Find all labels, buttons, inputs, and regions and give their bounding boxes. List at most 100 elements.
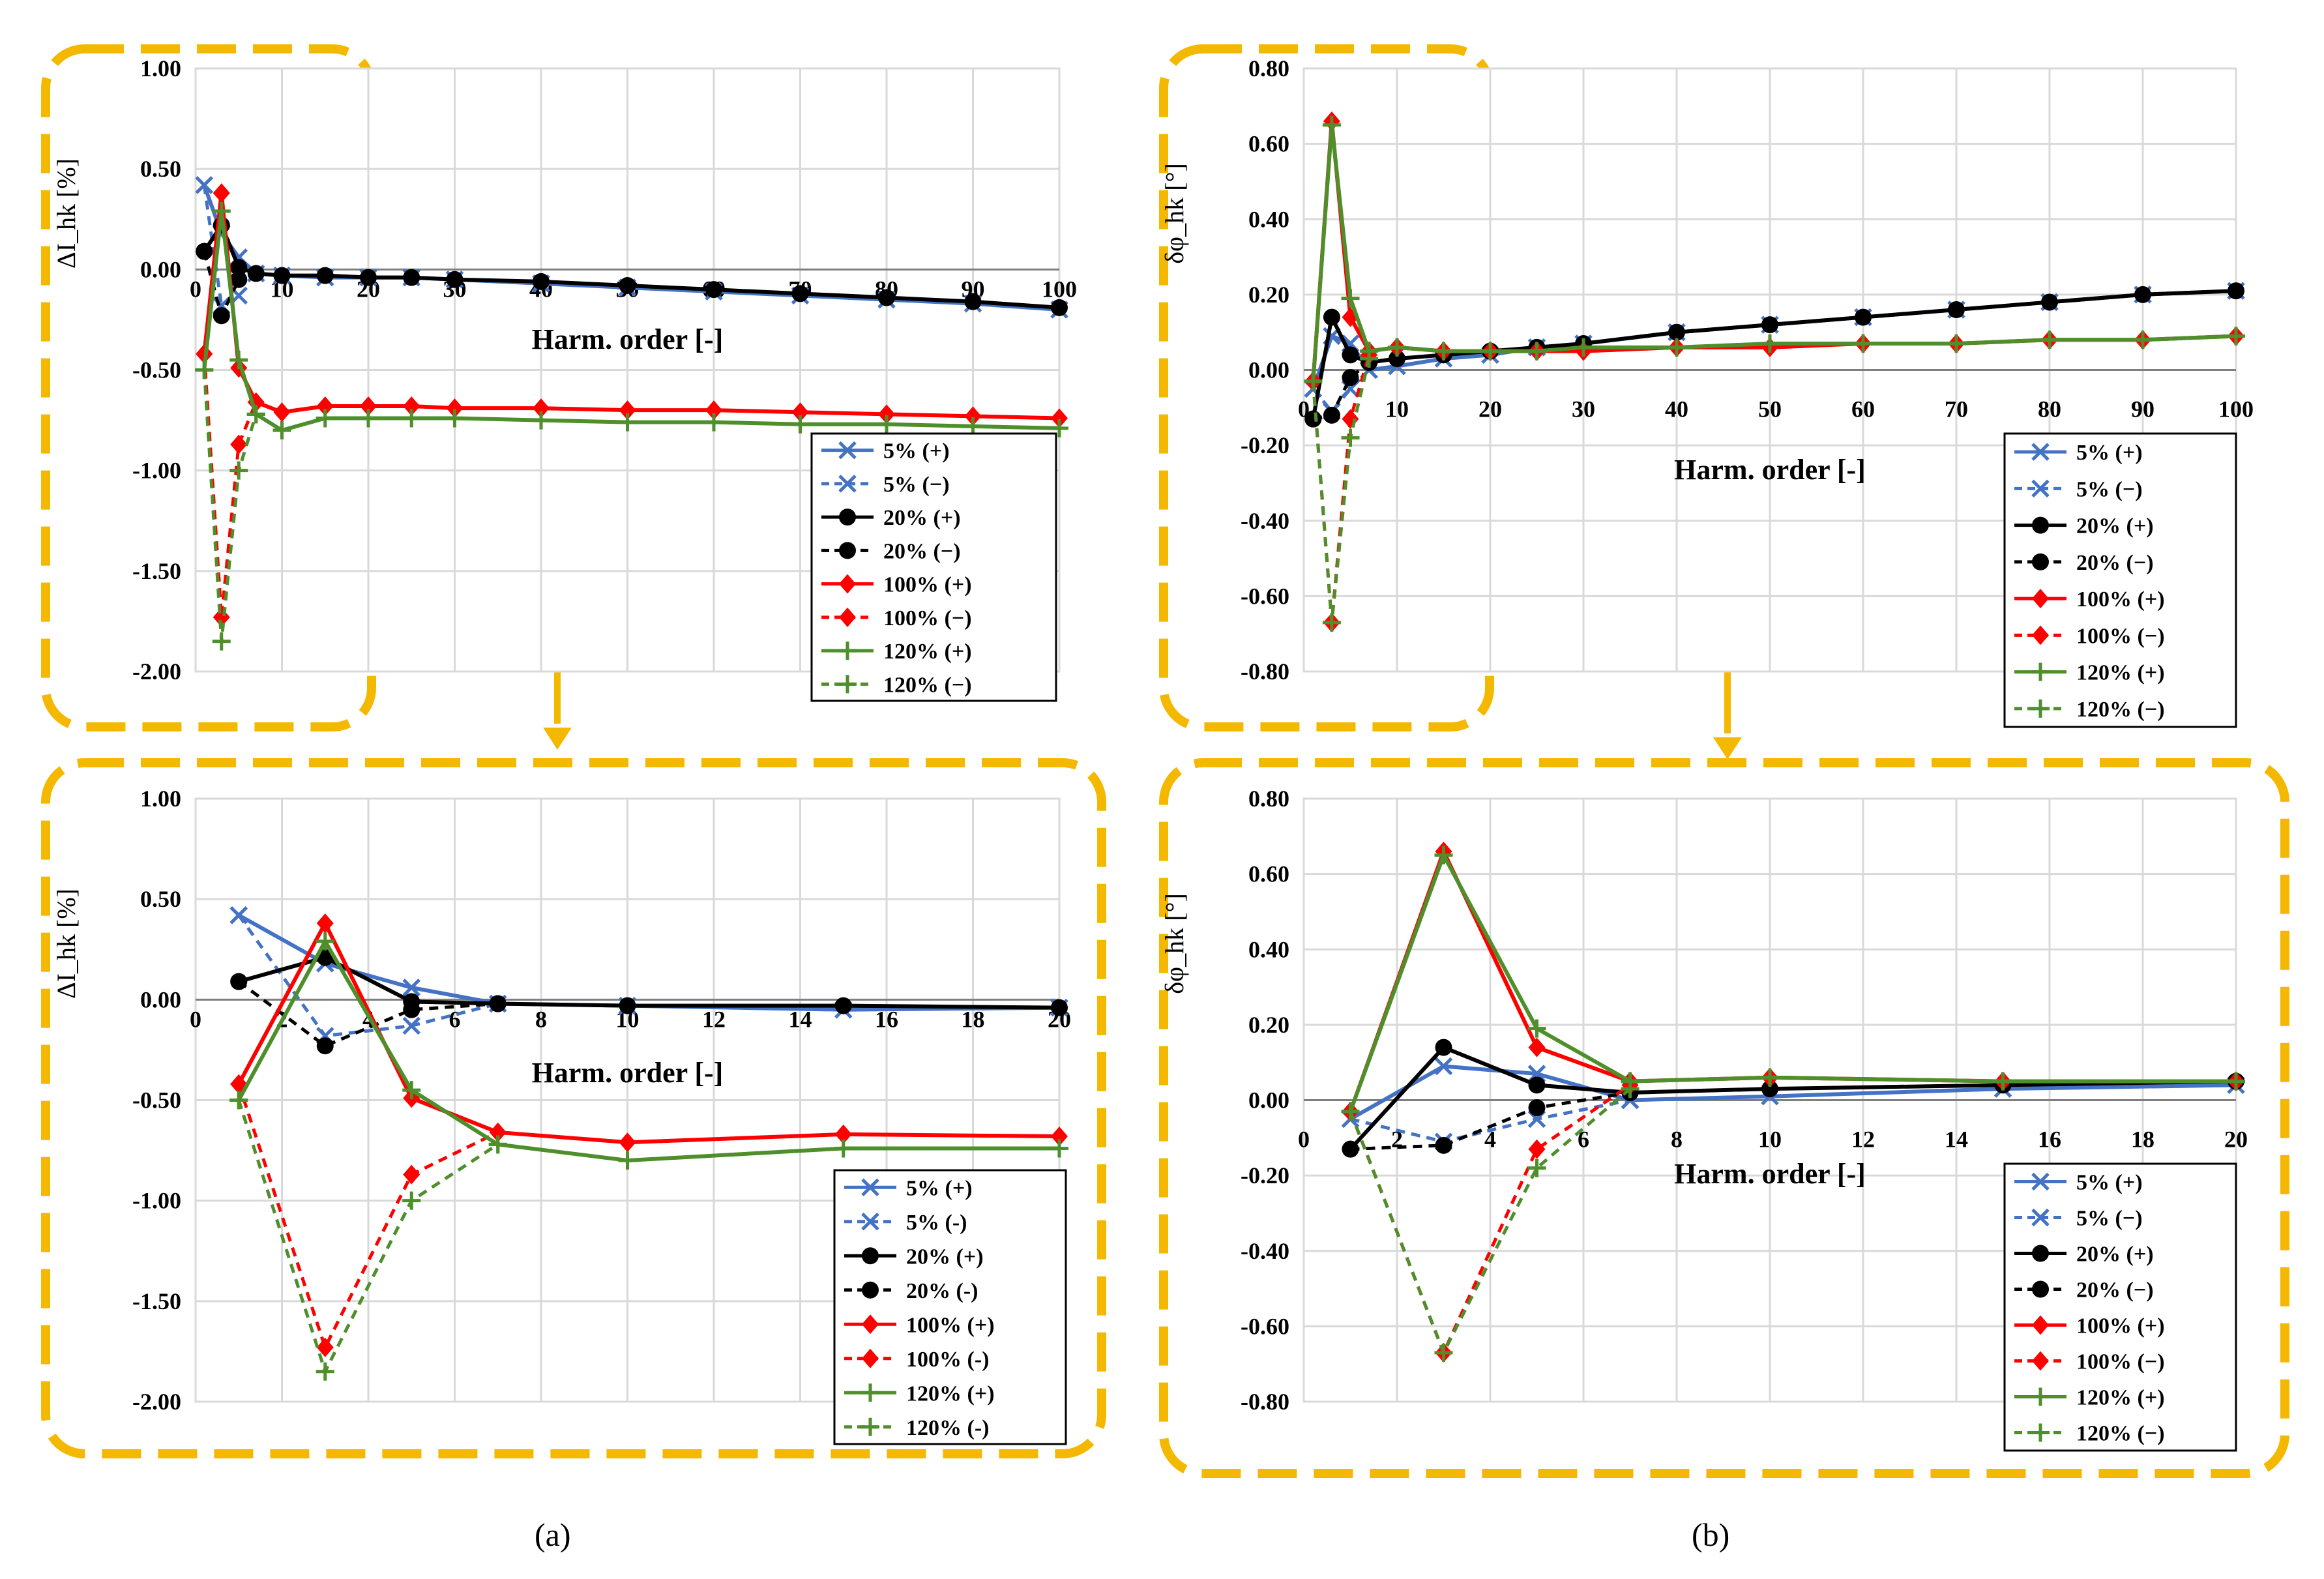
legend-marker [2032, 1315, 2049, 1335]
x-tick-label: 4 [1484, 1127, 1496, 1153]
x-axis-title: Harm. order [-] [1674, 1158, 1866, 1190]
legend-marker [861, 1212, 879, 1231]
series-line [1312, 361, 1370, 421]
data-point [533, 398, 550, 419]
x-tick-label: 100 [2218, 396, 2254, 422]
y-axis-title: ΔI_hk [%] [51, 158, 81, 269]
data-point [1528, 1099, 1546, 1117]
data-point [1528, 1076, 1546, 1094]
legend: 5% (+) 5% (−) 20% (+) 20% (−) 100% (+) 100% (… [810, 432, 1057, 702]
legend-label: 120% (−) [2076, 1422, 2165, 1446]
x-tick-label: 0 [190, 1006, 201, 1032]
legend-item: 5% (−) [821, 473, 950, 497]
x-tick-label: 12 [1851, 1127, 1875, 1153]
data-point [402, 979, 421, 997]
data-point [705, 281, 722, 299]
data-point [230, 271, 248, 288]
data-point [1342, 369, 1359, 387]
data-point [1668, 323, 1685, 341]
x-tick-label: 30 [1572, 396, 1595, 422]
data-point [1855, 308, 1872, 326]
data-point [533, 273, 550, 290]
data-point [618, 1151, 637, 1170]
data-point [964, 406, 982, 426]
data-point [618, 413, 637, 432]
legend-item: 120% (−) [2014, 1422, 2165, 1446]
y-tick-label: -0.40 [1241, 508, 1289, 534]
legend-label: 100% (+) [2076, 587, 2165, 612]
data-point [273, 267, 291, 284]
data-point [1051, 1127, 1068, 1146]
legend: 5% (+) 5% (-) 20% (+) 20% (-) 100% (+) 100% (… [833, 1169, 1067, 1445]
chart-a-top: -2.00-1.50-1.00-0.500.000.501.0001020304… [51, 55, 1077, 702]
x-axis-title: Harm. order [-] [532, 1057, 724, 1089]
y-axis-title: ΔI_hk [%] [51, 889, 81, 999]
data-point [316, 932, 334, 951]
data-point [1435, 1136, 1452, 1154]
data-point [2040, 331, 2059, 349]
legend-item: 20% (−) [821, 539, 961, 563]
data-point [878, 289, 895, 306]
data-point [1434, 1343, 1453, 1362]
data-point [1389, 350, 1405, 368]
y-tick-label: 0.20 [1248, 1012, 1289, 1038]
legend-marker [2032, 516, 2049, 534]
y-tick-label: -0.80 [1241, 1389, 1289, 1415]
y-tick-label: -0.20 [1241, 1162, 1289, 1188]
data-point [1574, 338, 1593, 357]
data-point [1341, 289, 1360, 308]
legend-box [2003, 1162, 2237, 1452]
y-tick-label: -0.80 [1241, 658, 1289, 685]
data-point [446, 271, 463, 288]
y-tick-label: -2.00 [132, 1389, 181, 1415]
legend-item: 120% (+) [821, 640, 972, 664]
y-tick-label: 0.60 [1248, 861, 1289, 887]
x-tick-label: 6 [449, 1006, 461, 1032]
y-tick-label: -1.00 [132, 458, 181, 484]
x-tick-label: 0 [1298, 1127, 1310, 1153]
data-point [403, 269, 420, 286]
data-point [1435, 1039, 1452, 1056]
y-tick-label: 0.50 [140, 886, 181, 912]
legend-item: 100% (−) [2014, 1350, 2165, 1374]
x-tick-label: 60 [1851, 396, 1875, 422]
caption-b: (b) [1692, 1516, 1730, 1553]
legend-label: 20% (-) [906, 1279, 978, 1303]
legend-marker [2031, 479, 2050, 498]
data-point [1322, 613, 1341, 632]
y-tick-label: 0.00 [140, 256, 181, 282]
series-line [202, 370, 258, 642]
legend-marker [2032, 1245, 2049, 1262]
zoom-arrowhead-b [1713, 737, 1742, 760]
x-tick-label: 50 [1758, 396, 1782, 422]
series-20- [196, 216, 1068, 316]
data-point [1051, 299, 1068, 316]
data-point [229, 906, 248, 924]
x-tick-label: 18 [2131, 1127, 2155, 1153]
data-point [834, 1124, 852, 1144]
legend-label: 20% (+) [883, 506, 961, 530]
data-point [213, 307, 230, 325]
data-point [1528, 1037, 1546, 1057]
y-tick-label: 0.00 [1248, 1087, 1289, 1114]
legend-label: 20% (−) [2076, 551, 2154, 575]
data-point [791, 402, 809, 422]
series-120- [195, 361, 265, 651]
data-point [316, 1337, 334, 1357]
legend-label: 20% (+) [2076, 514, 2154, 539]
data-point [316, 1037, 334, 1055]
series-line [1311, 125, 2237, 382]
data-point [705, 413, 723, 432]
data-point [1434, 846, 1453, 864]
series-line [237, 980, 498, 1048]
legend: 5% (+) 5% (−) 20% (+) 20% (−) 100% (+) 100% (… [2003, 1162, 2237, 1452]
data-point [316, 396, 334, 416]
data-point [403, 1164, 420, 1185]
legend-item: 100% (+) [821, 573, 972, 597]
legend-marker [2032, 589, 2049, 609]
series-line [237, 1099, 499, 1376]
legend-marker [862, 1247, 879, 1265]
legend-marker [2031, 443, 2050, 461]
legend-item: 120% (+) [2014, 661, 2165, 685]
legend-label: 5% (+) [883, 439, 950, 464]
